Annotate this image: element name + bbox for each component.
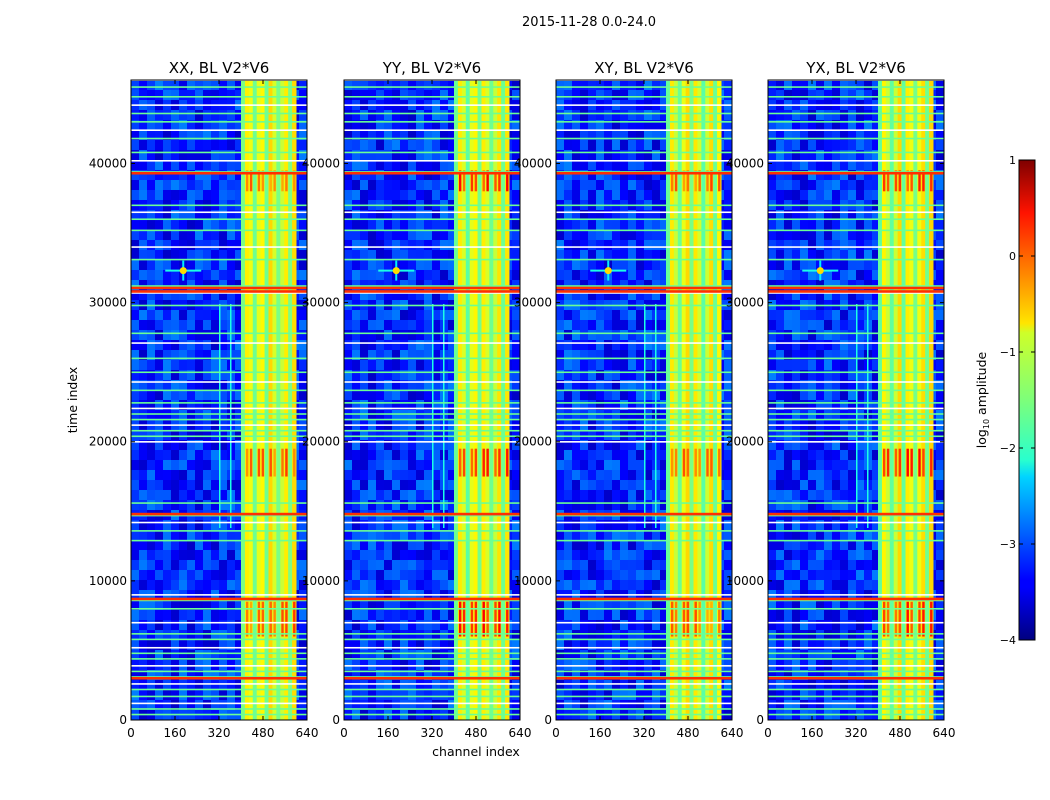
y-tick-label: 20000 bbox=[89, 435, 127, 449]
y-tick-label: 20000 bbox=[726, 435, 764, 449]
x-tick-label: 160 bbox=[801, 726, 824, 740]
y-tick-label: 40000 bbox=[302, 156, 340, 170]
x-tick-label: 160 bbox=[589, 726, 612, 740]
y-tick-label: 30000 bbox=[514, 296, 552, 310]
x-tick-label: 0 bbox=[764, 726, 772, 740]
heatmap-image bbox=[131, 80, 307, 720]
x-tick-label: 480 bbox=[677, 726, 700, 740]
x-tick-label: 160 bbox=[377, 726, 400, 740]
heatmap-image bbox=[768, 80, 944, 720]
x-tick-label: 480 bbox=[889, 726, 912, 740]
colorbar: 10−1−2−3−4 log10 amplitude bbox=[974, 154, 1036, 647]
colorbar-label-suffix: amplitude bbox=[974, 351, 989, 418]
y-tick-label: 0 bbox=[756, 713, 764, 727]
x-axis-label: channel index bbox=[432, 744, 520, 759]
panel-title: XY, BL V2*V6 bbox=[594, 59, 694, 77]
x-tick-label: 640 bbox=[296, 726, 319, 740]
x-tick-label: 640 bbox=[721, 726, 744, 740]
panel-yx: YX, BL V2*V6 0 160 320 480 640 0 10000 20000 3000… bbox=[726, 59, 956, 740]
panel-title: XX, BL V2*V6 bbox=[169, 59, 270, 77]
panel-xx: XX, BL V2*V6 0 160 320 480 640 0 10000 20000 3000… bbox=[89, 59, 319, 740]
panels-group: XX, BL V2*V6 0 160 320 480 640 0 10000 20000 3000… bbox=[89, 59, 956, 740]
panel-xy: XY, BL V2*V6 0 160 320 480 640 0 10000 20000 3000… bbox=[514, 59, 744, 740]
colorbar-tick-label: −3 bbox=[1000, 538, 1016, 551]
x-tick-label: 320 bbox=[421, 726, 444, 740]
y-tick-label: 10000 bbox=[89, 574, 127, 588]
x-tick-label: 0 bbox=[552, 726, 560, 740]
colorbar-tick-label: 1 bbox=[1009, 154, 1016, 167]
x-tick-label: 320 bbox=[633, 726, 656, 740]
x-tick-label: 0 bbox=[340, 726, 348, 740]
y-tick-label: 10000 bbox=[302, 574, 340, 588]
colorbar-label-subscript: 10 bbox=[982, 419, 991, 429]
colorbar-tick-label: −1 bbox=[1000, 346, 1016, 359]
x-tick-label: 160 bbox=[164, 726, 187, 740]
y-tick-label: 20000 bbox=[302, 435, 340, 449]
y-tick-label: 40000 bbox=[514, 156, 552, 170]
y-tick-label: 30000 bbox=[302, 296, 340, 310]
x-tick-label: 320 bbox=[845, 726, 868, 740]
x-tick-label: 640 bbox=[933, 726, 956, 740]
x-tick-label: 640 bbox=[509, 726, 532, 740]
panel-title: YY, BL V2*V6 bbox=[382, 59, 481, 77]
y-tick-label: 0 bbox=[544, 713, 552, 727]
y-tick-label: 40000 bbox=[726, 156, 764, 170]
heatmap-image bbox=[344, 80, 520, 720]
y-axis-label: time index bbox=[65, 367, 80, 433]
x-tick-label: 480 bbox=[252, 726, 275, 740]
y-tick-label: 0 bbox=[119, 713, 127, 727]
y-tick-label: 30000 bbox=[726, 296, 764, 310]
y-tick-label: 10000 bbox=[726, 574, 764, 588]
y-tick-label: 10000 bbox=[514, 574, 552, 588]
x-tick-label: 480 bbox=[465, 726, 488, 740]
colorbar-tick-label: −4 bbox=[1000, 634, 1016, 647]
y-tick-label: 40000 bbox=[89, 156, 127, 170]
y-tick-label: 20000 bbox=[514, 435, 552, 449]
x-tick-label: 320 bbox=[208, 726, 231, 740]
y-tick-label: 0 bbox=[332, 713, 340, 727]
colorbar-tick-label: 0 bbox=[1009, 250, 1016, 263]
panel-yy: YY, BL V2*V6 0 160 320 480 640 0 10000 20000 3000… bbox=[302, 59, 532, 740]
colorbar-tick-label: −2 bbox=[1000, 442, 1016, 455]
colorbar-label-prefix: log bbox=[974, 429, 989, 448]
heatmap-image bbox=[556, 80, 732, 720]
y-tick-label: 30000 bbox=[89, 296, 127, 310]
colorbar-label: log10 amplitude bbox=[974, 351, 991, 448]
colorbar-gradient bbox=[1018, 159, 1036, 641]
figure-suptitle: 2015-11-28 0.0-24.0 bbox=[522, 15, 656, 30]
colorbar-ticks: 1 0 −1 −2 −3 −4 bbox=[1000, 154, 1035, 647]
panel-title: YX, BL V2*V6 bbox=[805, 59, 906, 77]
x-tick-label: 0 bbox=[127, 726, 135, 740]
